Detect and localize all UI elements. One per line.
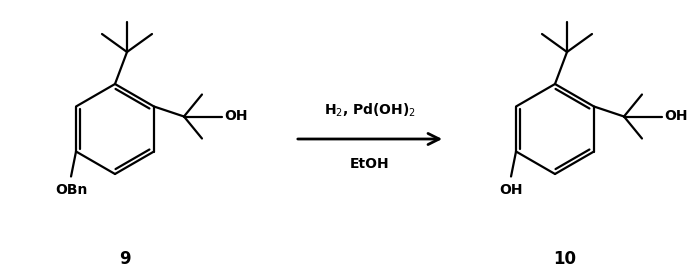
Text: 10: 10 [554,250,577,268]
Text: H$_2$, Pd(OH)$_2$: H$_2$, Pd(OH)$_2$ [324,102,416,119]
Text: EtOH: EtOH [350,157,390,171]
Text: 9: 9 [120,250,131,268]
Text: OH: OH [499,183,523,196]
Text: OBn: OBn [55,183,87,196]
Text: OH: OH [664,109,688,124]
Text: OH: OH [224,109,247,124]
